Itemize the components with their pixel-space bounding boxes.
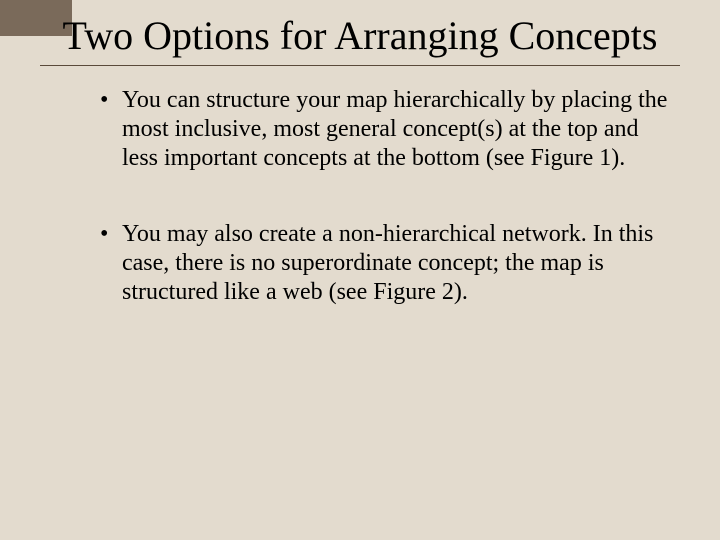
title-underline xyxy=(40,65,680,66)
bullet-item: You can structure your map hierarchicall… xyxy=(100,86,670,174)
bullet-item: You may also create a non-hierarchical n… xyxy=(100,220,670,308)
slide-content: Two Options for Arranging Concepts You c… xyxy=(40,14,680,353)
slide-title: Two Options for Arranging Concepts xyxy=(40,14,680,59)
bullet-list: You can structure your map hierarchicall… xyxy=(40,86,680,308)
slide: Two Options for Arranging Concepts You c… xyxy=(0,0,720,540)
